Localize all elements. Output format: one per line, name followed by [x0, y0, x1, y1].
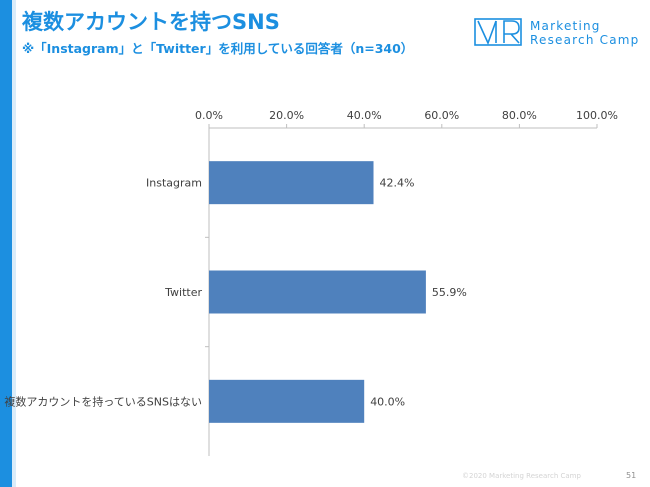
logo-mark-icon [474, 18, 522, 46]
data-label: 55.9% [432, 286, 467, 299]
x-tick-label: 60.0% [424, 109, 459, 122]
x-tick-label: 40.0% [347, 109, 382, 122]
category-label: 複数アカウントを持っているSNSはない [4, 394, 202, 408]
copyright-text: ©2020 Marketing Research Camp [462, 472, 581, 480]
x-tick-label: 20.0% [269, 109, 304, 122]
logo-line-2: Research Camp [530, 33, 640, 47]
bar [209, 379, 365, 423]
company-logo: Marketing Research Camp [474, 16, 644, 50]
data-label: 42.4% [380, 177, 415, 190]
x-tick-label: 0.0% [195, 109, 223, 122]
category-label: Twitter [164, 286, 202, 299]
data-label: 40.0% [370, 395, 405, 408]
left-accent-band-light [12, 0, 16, 487]
bar [209, 270, 426, 314]
category-label: Instagram [146, 177, 202, 190]
slide-title: 複数アカウントを持つSNS [22, 10, 280, 34]
x-tick-label: 80.0% [502, 109, 537, 122]
bar [209, 161, 374, 205]
page-number: 51 [626, 471, 637, 480]
x-tick-label: 100.0% [576, 109, 618, 122]
slide-subtitle: ※「Instagram」と「Twitter」を利用している回答者（n=340） [22, 41, 414, 56]
logo-wordmark: Marketing Research Camp [530, 19, 640, 47]
logo-line-1: Marketing [530, 19, 601, 33]
left-accent-band [0, 0, 12, 487]
